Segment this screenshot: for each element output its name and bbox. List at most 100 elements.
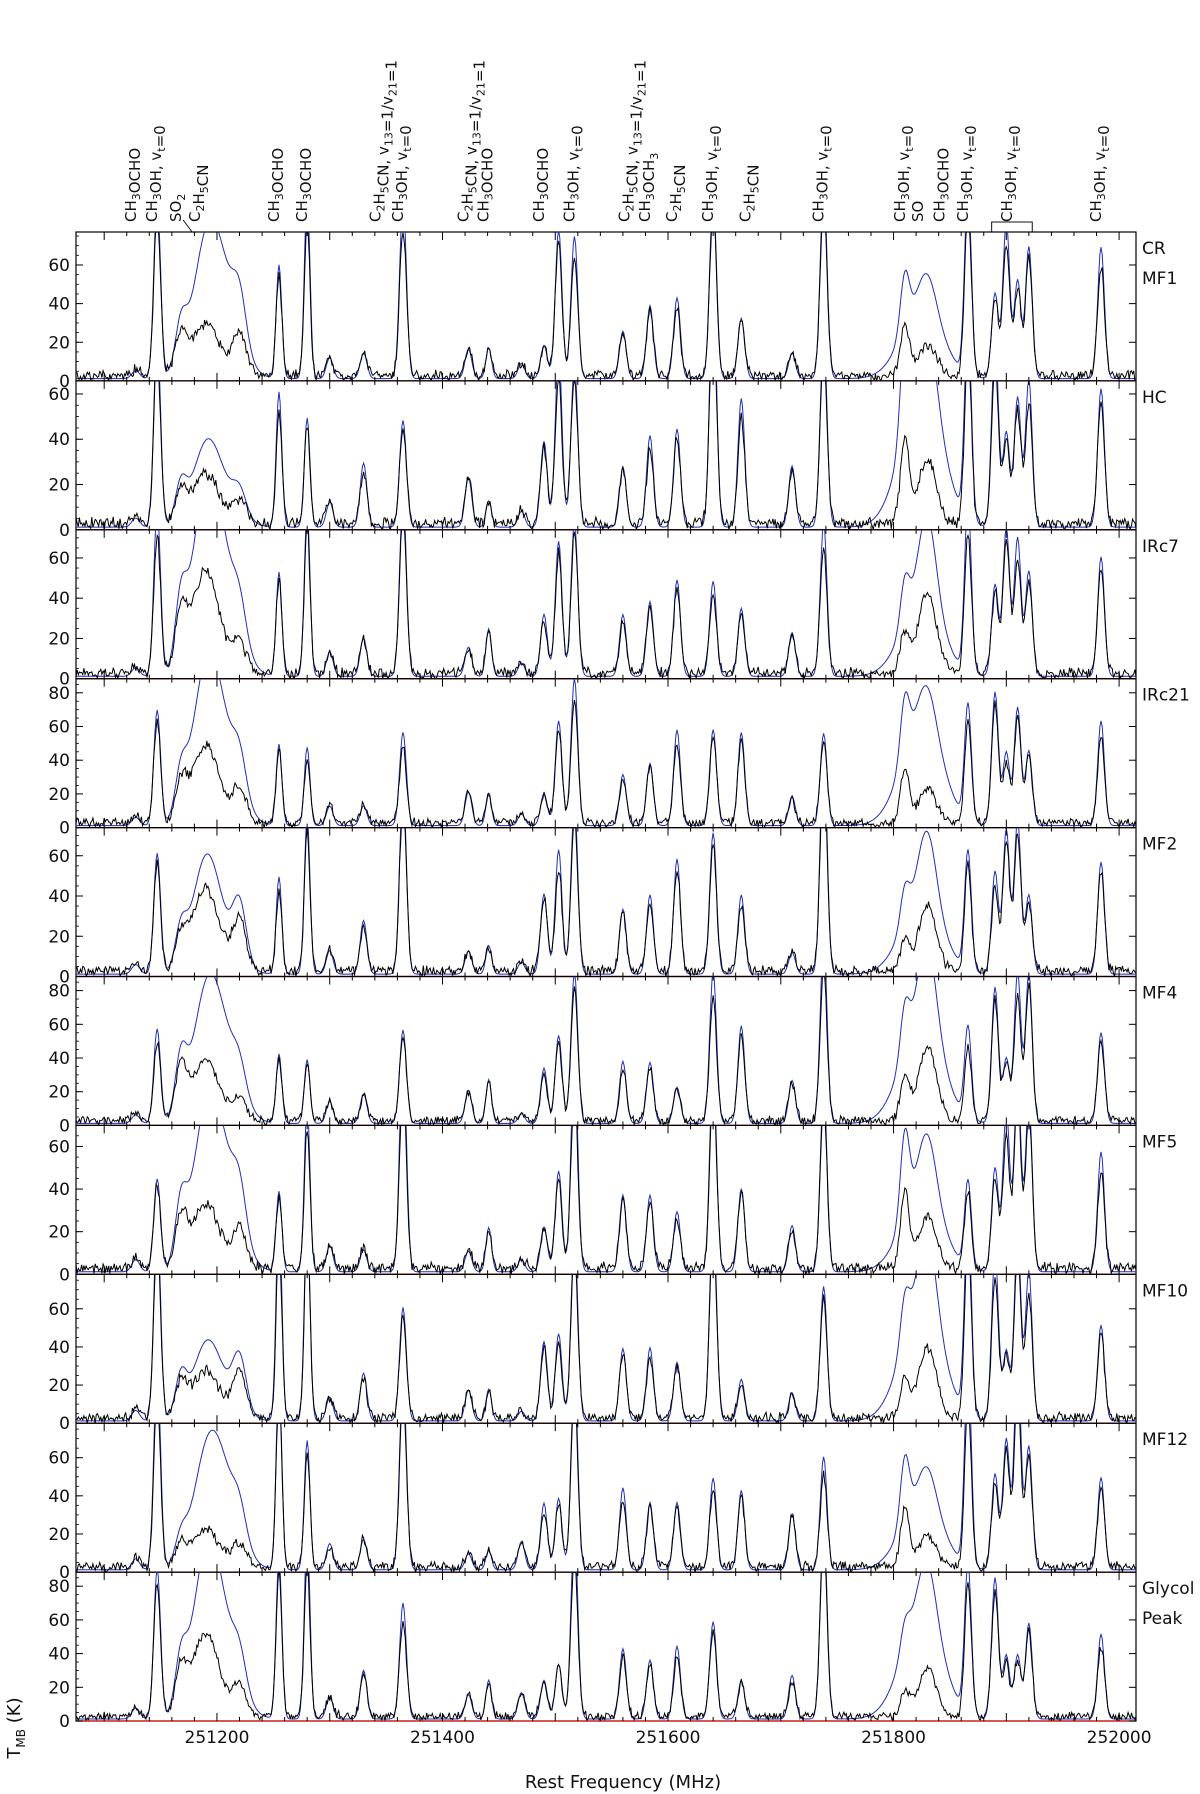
line-label-0: CH3OCHO [122, 148, 144, 222]
panel-label: MF10 [1142, 1281, 1188, 1301]
panel-label: MF12 [1142, 1430, 1188, 1450]
y-tick-label: 20 [48, 1678, 70, 1698]
line-label-12: C2H5CN, v13=1/v21=1 [616, 60, 650, 222]
y-tick-label: 20 [48, 1223, 70, 1243]
model-spectrum-line [76, 678, 1136, 827]
panel-label: IRc21 [1142, 686, 1190, 706]
line-label-17: CH3OH, vt=0 [810, 125, 836, 222]
x-axis-title: Rest Frequency (MHz) [525, 1772, 721, 1793]
y-tick-label: 60 [48, 718, 70, 738]
y-tick-label: 60 [48, 847, 70, 867]
y-tick-label: 60 [48, 549, 70, 569]
panel-frame [75, 231, 1137, 382]
observed-spectrum-line [76, 232, 1136, 381]
y-tick-label: 0 [59, 1414, 70, 1434]
model-spectrum-line [76, 380, 1136, 528]
y-tick-label: 20 [48, 1083, 70, 1103]
y-tick-label: 0 [59, 1563, 70, 1583]
observed-spectrum-line [76, 1125, 1136, 1275]
line-label-21: CH3OH, vt=0 [954, 125, 980, 222]
panel-frame [75, 975, 1137, 1126]
y-tick-label: 40 [48, 751, 70, 771]
y-tick-label: 0 [59, 1116, 70, 1136]
y-axis-title-sub: MB [14, 1729, 28, 1748]
y-tick-label: 40 [48, 1645, 70, 1665]
y-tick-label: 40 [48, 1338, 70, 1358]
observed-spectrum-line [76, 700, 1136, 828]
y-tick-label: 60 [48, 385, 70, 405]
y-axis-title: TMB (K) [4, 1697, 28, 1759]
line-label-16: C2H5CN [736, 165, 762, 222]
panel-label: Glycol [1142, 1579, 1194, 1599]
observed-spectrum-line [76, 976, 1136, 1126]
line-label-18: CH3OH, vt=0 [891, 125, 917, 222]
model-spectrum-line [76, 529, 1136, 677]
panel-hc: 0 20 40 60 HC [48, 380, 1167, 541]
observed-spectrum-line [76, 1274, 1136, 1424]
panel-frame [75, 826, 1137, 978]
panel-frame [75, 529, 1137, 680]
y-tick-label: 40 [48, 887, 70, 907]
y-tick-label: 60 [48, 1611, 70, 1631]
y-tick-label: 40 [48, 1180, 70, 1200]
y-tick-label: 40 [48, 1049, 70, 1069]
panel-frame [75, 1124, 1137, 1275]
panel-cr-mf1: 0 20 40 60 CR MF1 [48, 231, 1177, 392]
panel-frame [75, 1422, 1137, 1573]
model-spectrum-line [76, 1423, 1136, 1571]
y-tick-label: 0 [59, 1265, 70, 1285]
panel-irc7: 0 20 40 60 IRc7 [48, 529, 1179, 690]
line-label-2: SO2 [167, 194, 188, 222]
y-tick-label: 60 [48, 1449, 70, 1469]
line-label-5: CH3OCHO [293, 148, 315, 222]
panel-label: MF1 [1142, 269, 1177, 289]
line-label-22: CH3OH, vt=0 [998, 125, 1024, 222]
panel-label: HC [1142, 388, 1167, 408]
panel-mf2: 0 20 40 60 MF2 [48, 826, 1177, 988]
panel-label: Peak [1142, 1609, 1183, 1629]
panel-label: MF4 [1142, 984, 1177, 1004]
panel-label: IRc7 [1142, 537, 1179, 557]
line-label-13: CH3OCH3 [636, 153, 661, 222]
observed-spectrum-line [76, 1423, 1136, 1573]
line-label-11: CH3OH, vt=0 [560, 125, 586, 222]
y-tick-label: 0 [59, 1712, 70, 1732]
model-spectrum-line [76, 232, 1136, 380]
y-tick-label: 40 [48, 430, 70, 450]
line-label-3: C2H5CN [186, 165, 212, 222]
observed-spectrum-line [76, 380, 1136, 530]
panel-frame [75, 380, 1137, 531]
y-tick-label: 40 [48, 295, 70, 315]
panel-frame [75, 1571, 1137, 1722]
y-tick-label: 80 [48, 1577, 70, 1597]
model-spectrum-line [76, 1572, 1136, 1720]
y-tick-label: 20 [48, 927, 70, 947]
panel-mf4: 0 20 40 60 80 MF4 [48, 975, 1177, 1136]
y-tick-label: 40 [48, 1487, 70, 1507]
y-tick-label: 0 [59, 372, 70, 392]
x-tick-label: 251200 [185, 1728, 250, 1748]
line-label-8: C2H5CN, v13=1/v21=1 [454, 60, 488, 222]
model-spectrum-line [76, 827, 1136, 975]
y-tick-label: 0 [59, 521, 70, 541]
panel-mf10: 0 20 40 60 MF10 [48, 1273, 1188, 1434]
line-label-1: CH3OH, vt=0 [143, 125, 169, 222]
y-tick-label: 60 [48, 1015, 70, 1035]
x-tick-label: 251400 [410, 1728, 475, 1748]
y-tick-label: 20 [48, 1376, 70, 1396]
panel-label: CR [1142, 239, 1166, 259]
panel-mf12: 0 20 40 60 MF12 [48, 1422, 1188, 1583]
line-label-15: CH3OH, vt=0 [699, 125, 725, 222]
panel-frame [75, 1273, 1137, 1424]
model-spectrum-line [76, 976, 1136, 1124]
y-tick-label: 60 [48, 1300, 70, 1320]
model-spectrum-line [76, 1125, 1136, 1273]
observed-spectrum-line [76, 1572, 1136, 1721]
x-tick-label: 252000 [1087, 1728, 1152, 1748]
line-label-6: C2H5CN, v13=1/v21=1 [367, 60, 401, 222]
line-label-4: CH3OCHO [265, 148, 287, 222]
x-tick-label: 251800 [861, 1728, 926, 1748]
y-tick-label: 20 [48, 785, 70, 805]
panel-mf5: 0 20 40 60 MF5 [48, 1124, 1177, 1285]
